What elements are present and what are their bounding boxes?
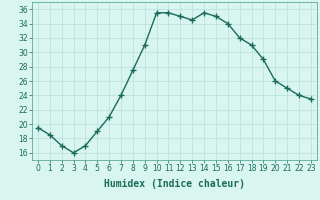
- X-axis label: Humidex (Indice chaleur): Humidex (Indice chaleur): [104, 179, 245, 189]
